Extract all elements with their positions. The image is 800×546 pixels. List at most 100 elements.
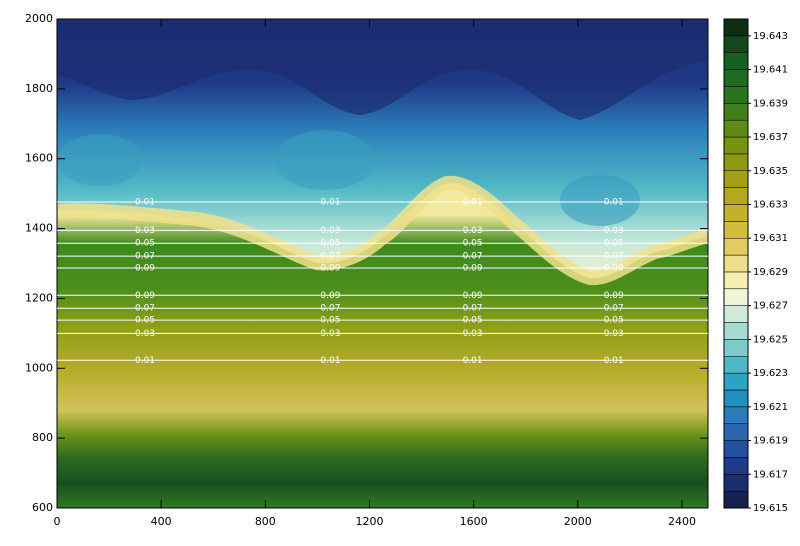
contour-label: 0.01 xyxy=(135,198,155,208)
colorbar-tick-label: 19.615 xyxy=(753,503,788,514)
contour-label: 0.01 xyxy=(604,198,624,208)
colorbar-box xyxy=(723,254,749,273)
y-tick-label: 600 xyxy=(32,501,53,514)
y-tick-label: 1600 xyxy=(25,152,53,165)
contour-label: 0.07 xyxy=(135,304,155,314)
contour-label: 0.09 xyxy=(135,291,155,301)
x-tick-label: 800 xyxy=(255,515,276,528)
x-tick-label: 1200 xyxy=(355,515,383,528)
contour-label: 0.07 xyxy=(463,304,483,314)
contour-label: 0.05 xyxy=(320,316,340,326)
colorbar-tick-label: 19.629 xyxy=(753,267,788,278)
colorbar-tick-label: 19.619 xyxy=(753,436,788,447)
colorbar-box xyxy=(723,406,749,424)
colorbar-box xyxy=(723,440,749,458)
contour-label: 0.09 xyxy=(320,264,340,274)
contour-label: 0.01 xyxy=(320,198,340,208)
colorbar-box xyxy=(723,187,749,205)
colorbar-tick-label: 19.627 xyxy=(753,301,788,312)
heatmap-field xyxy=(57,19,708,508)
colorbar-box xyxy=(723,305,749,323)
contour-label: 0.01 xyxy=(320,356,340,366)
colorbar-box xyxy=(723,355,749,374)
colorbar-box xyxy=(723,119,749,138)
colorbar-box xyxy=(723,271,749,290)
contour-label: 0.03 xyxy=(135,329,155,339)
colorbar-box xyxy=(723,153,749,172)
contour-label: 0.07 xyxy=(604,252,624,262)
colorbar-box xyxy=(723,389,749,408)
contour-label: 0.09 xyxy=(320,291,340,301)
contour-label: 0.03 xyxy=(604,226,624,236)
y-tick-label: 1000 xyxy=(25,361,53,374)
contour-label: 0.01 xyxy=(463,198,483,208)
colorbar-tick-label: 19.625 xyxy=(753,334,788,345)
colorbar-box xyxy=(723,204,749,222)
colorbar-box xyxy=(723,103,749,121)
contour-label: 0.05 xyxy=(135,316,155,326)
vortex xyxy=(58,134,142,186)
y-tick-label: 1800 xyxy=(25,82,53,95)
contour-label: 0.03 xyxy=(463,329,483,339)
contour-label: 0.05 xyxy=(604,316,624,326)
x-tick-label: 0 xyxy=(54,515,61,528)
colorbar-box xyxy=(723,237,749,256)
field-top xyxy=(57,19,708,120)
colorbar-box xyxy=(723,52,749,70)
contour-label: 0.09 xyxy=(463,291,483,301)
contour-label: 0.07 xyxy=(320,252,340,262)
colorbar-box xyxy=(723,136,749,155)
colorbar-box xyxy=(723,490,749,509)
colorbar-box xyxy=(723,18,749,37)
vortex xyxy=(275,130,375,190)
y-tick-label: 2000 xyxy=(25,12,53,25)
contour-label: 0.05 xyxy=(463,239,483,249)
contour-label: 0.09 xyxy=(604,291,624,301)
contour-label: 0.05 xyxy=(135,239,155,249)
colorbar-tick-label: 19.617 xyxy=(753,469,788,480)
colorbar-tick-label: 19.639 xyxy=(753,98,788,109)
contour-label: 0.03 xyxy=(135,226,155,236)
contour-label: 0.07 xyxy=(320,304,340,314)
plot-frame xyxy=(56,18,709,509)
colorbar-box xyxy=(723,457,749,475)
colorbar-box xyxy=(723,474,749,492)
colorbar-box xyxy=(723,170,749,188)
colorbar-box xyxy=(723,423,749,441)
colorbar-box xyxy=(723,35,749,53)
colorbar-box xyxy=(723,221,749,239)
contour-label: 0.05 xyxy=(604,239,624,249)
colorbar-box xyxy=(723,86,749,104)
colorbar-box xyxy=(723,339,749,357)
contour-label: 0.03 xyxy=(320,226,340,236)
contour-label: 0.09 xyxy=(463,264,483,274)
colorbar-tick-label: 19.641 xyxy=(753,65,788,76)
y-tick-label: 800 xyxy=(32,431,53,444)
colorbar-tick-label: 19.631 xyxy=(753,233,788,244)
y-tick-label: 1200 xyxy=(25,291,53,304)
vortex xyxy=(560,174,640,226)
contour-label: 0.09 xyxy=(604,264,624,274)
contour-label: 0.07 xyxy=(604,304,624,314)
contour-label: 0.01 xyxy=(135,356,155,366)
contour-label: 0.01 xyxy=(604,356,624,366)
colorbar-tick-label: 19.637 xyxy=(753,132,788,143)
colorbar-box xyxy=(723,69,749,87)
contour-label: 0.09 xyxy=(135,264,155,274)
chart-layer: 0.01 0.01 0.01 0.01 0.03 0.03 0.03 0.03 0.05 0.05… xyxy=(25,12,788,528)
colorbar-box xyxy=(723,372,749,391)
colorbar-tick-label: 19.643 xyxy=(753,31,788,42)
contour-label: 0.03 xyxy=(320,329,340,339)
y-tick-label: 1400 xyxy=(25,222,53,235)
x-tick-label: 2000 xyxy=(564,515,592,528)
colorbar-tick-label: 19.635 xyxy=(753,166,788,177)
colorbar-tick-label: 19.623 xyxy=(753,368,788,379)
contour-label: 0.07 xyxy=(135,252,155,262)
contour-label: 0.05 xyxy=(320,239,340,249)
colorbar-tick-label: 19.621 xyxy=(753,402,788,413)
contour-label: 0.01 xyxy=(463,356,483,366)
x-tick-label: 400 xyxy=(151,515,172,528)
colorbar-frame xyxy=(723,18,749,509)
field-front xyxy=(57,175,708,286)
